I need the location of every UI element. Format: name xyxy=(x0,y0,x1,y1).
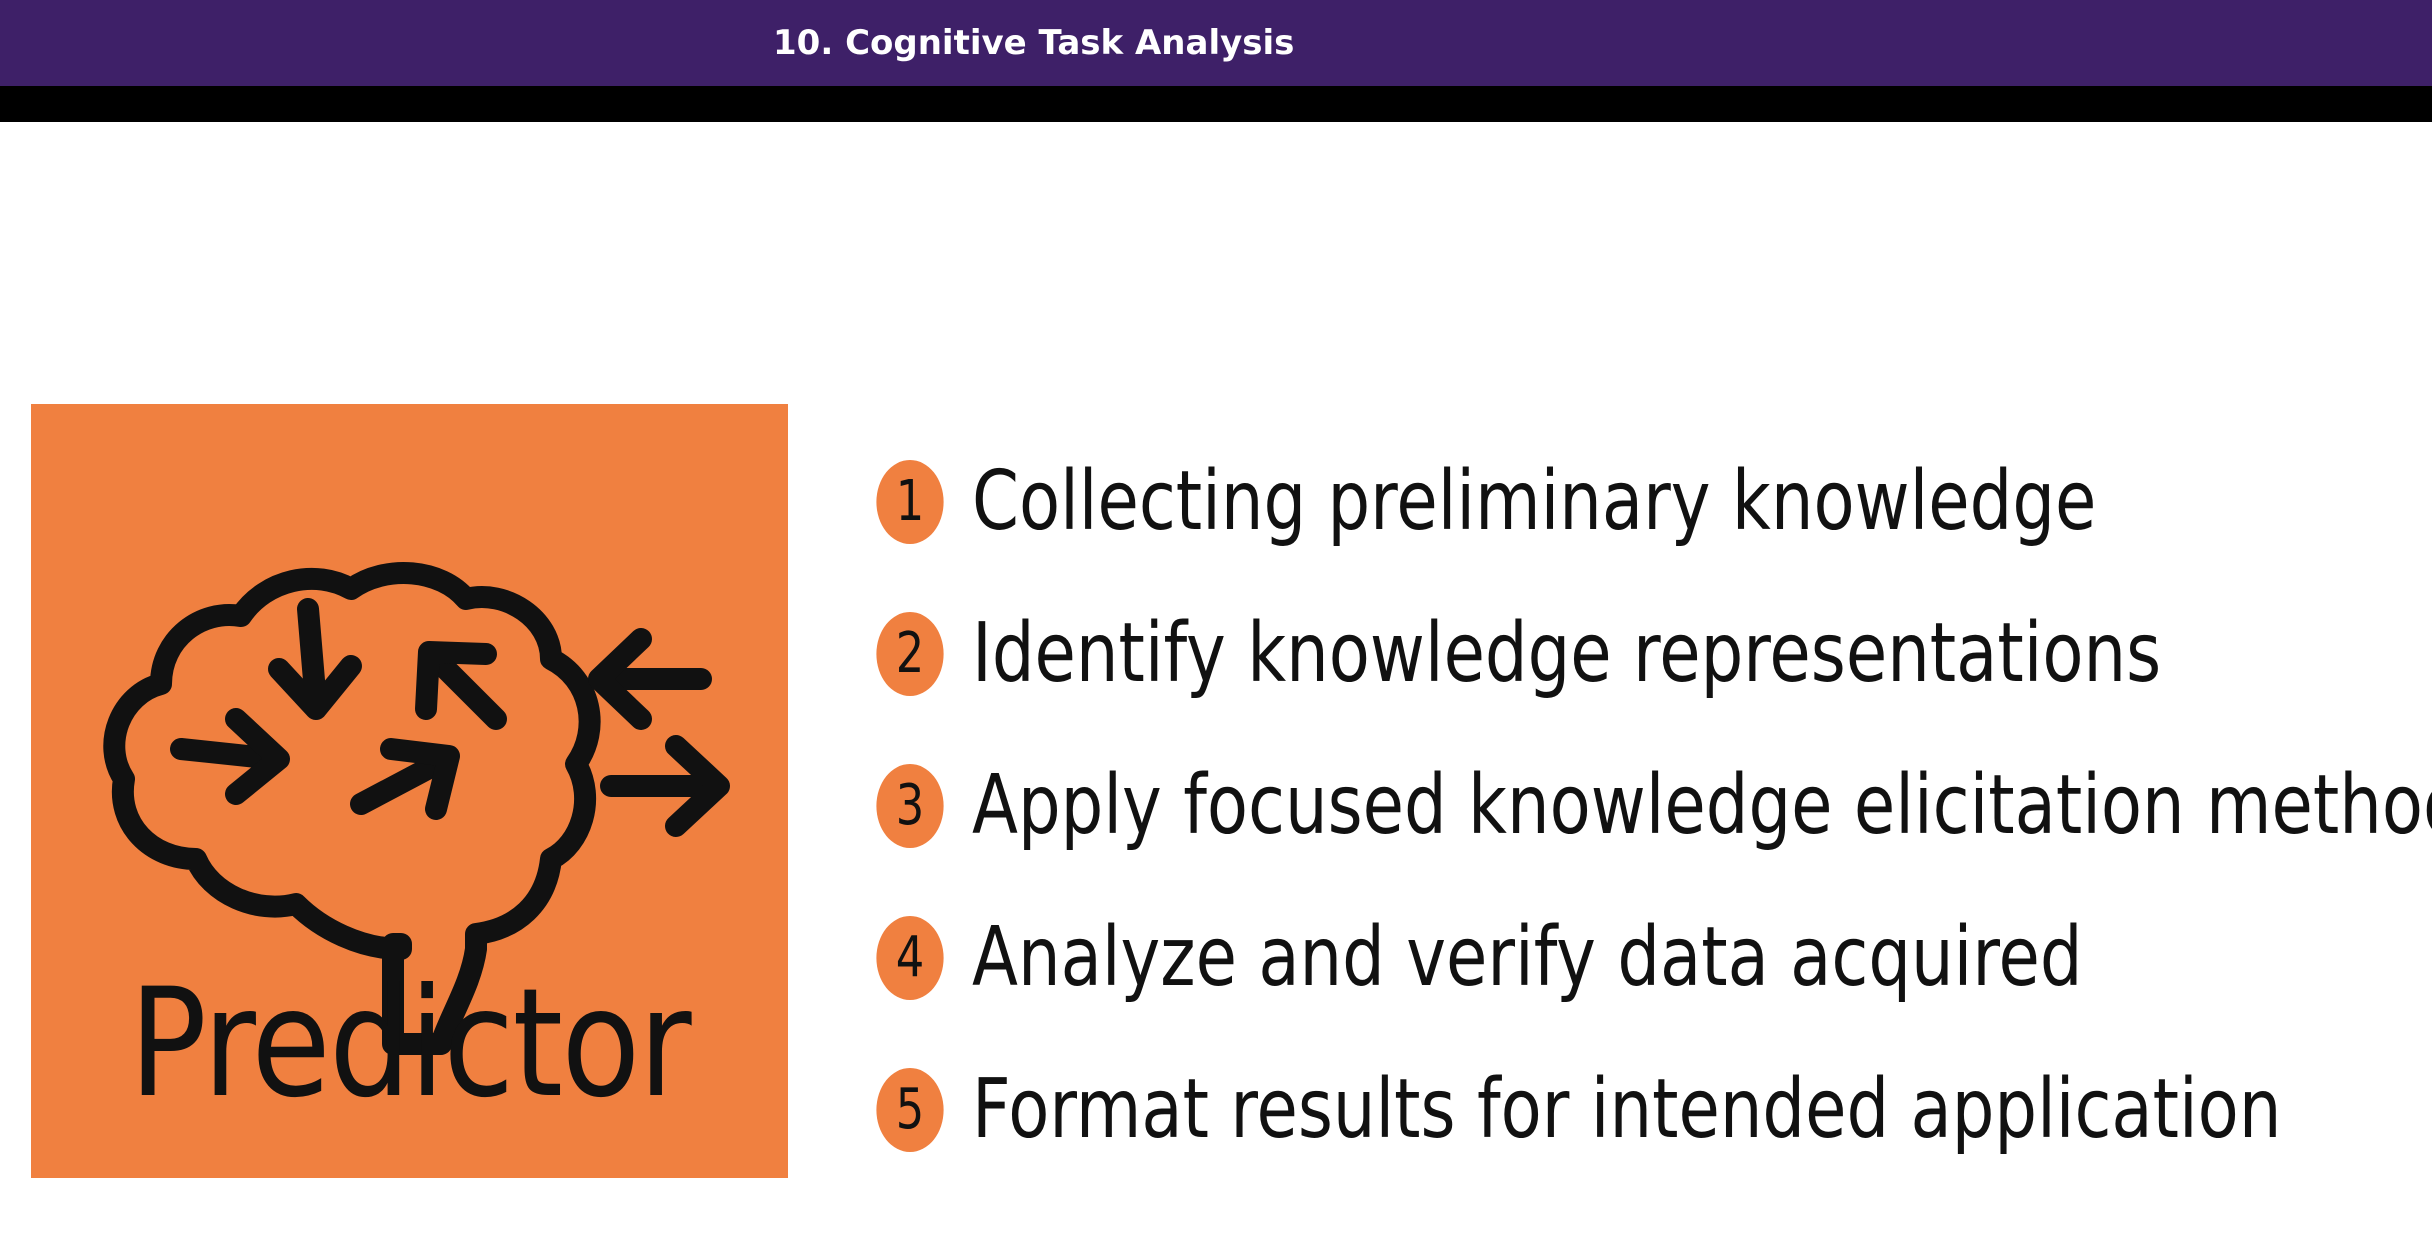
list-item: 2 Identify knowledge representations xyxy=(868,602,2408,754)
steps-list: 1 Collecting preliminary knowledge 2 Ide… xyxy=(868,450,2432,1210)
step-number-badge: 2 xyxy=(876,612,944,696)
page-title: 10. Cognitive Task Analysis xyxy=(773,23,1295,63)
step-number-badge: 3 xyxy=(876,764,944,848)
header-bar: 10. Cognitive Task Analysis xyxy=(0,0,2432,86)
step-label: Analyze and verify data acquired xyxy=(972,910,2083,1005)
list-item: 5 Format results for intended applicatio… xyxy=(868,1058,2408,1210)
step-label: Apply focused knowledge elicitation meth… xyxy=(972,758,2432,853)
step-label: Format results for intended application xyxy=(972,1062,2282,1157)
list-item: 1 Collecting preliminary knowledge xyxy=(868,450,2408,602)
brain-arrows-icon xyxy=(103,562,730,1055)
step-number-badge: 4 xyxy=(876,916,944,1000)
step-label: Collecting preliminary knowledge xyxy=(972,454,2097,549)
header-divider xyxy=(0,86,2432,122)
list-item: 4 Analyze and verify data acquired xyxy=(868,906,2408,1058)
list-item: 3 Apply focused knowledge elicitation me… xyxy=(868,754,2432,906)
predictor-logo: Predictor xyxy=(31,404,788,1178)
step-label: Identify knowledge representations xyxy=(972,606,2162,701)
step-number-badge: 1 xyxy=(876,460,944,544)
logo-wordmark: Predictor xyxy=(129,957,692,1131)
step-number-badge: 5 xyxy=(876,1068,944,1152)
